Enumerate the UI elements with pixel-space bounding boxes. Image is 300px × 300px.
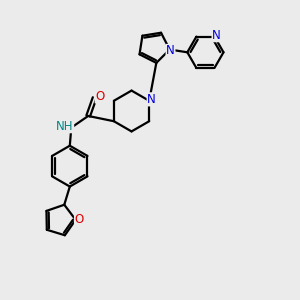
Text: N: N [212, 29, 221, 42]
Text: O: O [95, 90, 104, 103]
Text: N: N [166, 44, 175, 58]
Text: NH: NH [56, 120, 74, 133]
Text: O: O [74, 213, 84, 226]
Text: N: N [147, 93, 156, 106]
